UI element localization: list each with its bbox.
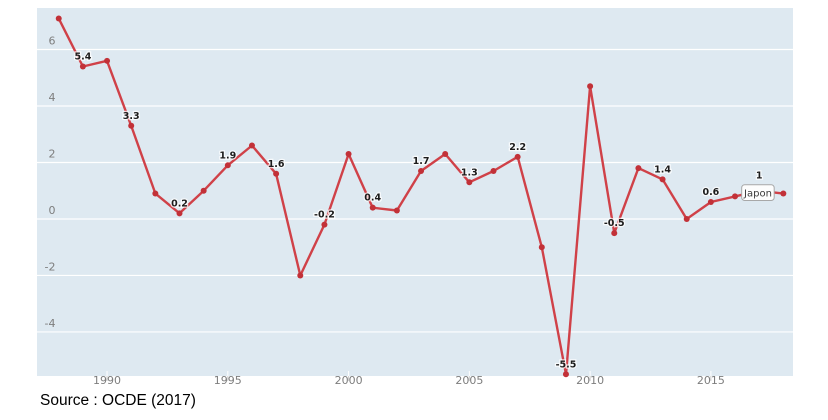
data-point-label: 0.6: [702, 187, 719, 198]
data-point[interactable]: [152, 190, 159, 197]
plot-background: [37, 8, 793, 376]
data-point-label: -0.5: [604, 218, 625, 229]
data-point[interactable]: [128, 122, 135, 129]
data-point[interactable]: [104, 57, 111, 64]
chart-canvas: 6 4 2 0 -2 -4 1990 1995 2000 2005 2010 2015 Japon 5.4…: [37, 8, 793, 387]
data-point-label: 1.7: [413, 156, 430, 167]
data-point[interactable]: [321, 221, 328, 228]
data-point[interactable]: [514, 153, 521, 160]
data-point[interactable]: [611, 230, 618, 237]
data-point[interactable]: [490, 167, 497, 174]
data-point[interactable]: [418, 167, 425, 174]
data-point[interactable]: [442, 151, 449, 158]
data-point-label: 1.3: [461, 167, 478, 178]
y-axis-tick-label: 4: [49, 91, 56, 104]
data-point[interactable]: [369, 204, 376, 211]
series-label: Japon: [743, 189, 772, 200]
y-axis-tick-label: -2: [45, 260, 56, 273]
x-axis-tick-label: 2015: [697, 374, 725, 387]
data-point-label: 3.3: [123, 111, 140, 122]
data-point[interactable]: [538, 244, 545, 251]
data-point-label: -5.5: [556, 359, 577, 370]
data-point[interactable]: [176, 210, 183, 217]
data-point[interactable]: [780, 190, 787, 197]
data-point-label: 2.2: [509, 142, 526, 153]
data-point[interactable]: [200, 187, 207, 194]
data-point[interactable]: [248, 142, 255, 149]
x-axis-tick-label: 2000: [335, 374, 363, 387]
x-axis-tick-label: 1995: [214, 374, 242, 387]
data-point[interactable]: [732, 193, 739, 200]
data-point[interactable]: [683, 215, 690, 222]
data-point-label: 5.4: [74, 51, 91, 62]
data-point[interactable]: [466, 179, 473, 186]
data-point-label: 0.4: [364, 193, 381, 204]
source-caption: Source : OCDE (2017): [40, 392, 196, 409]
x-axis-tick-label: 2010: [576, 374, 604, 387]
y-axis-tick-label: -4: [45, 317, 56, 330]
data-point[interactable]: [393, 207, 400, 214]
data-point[interactable]: [273, 170, 280, 177]
data-point[interactable]: [55, 15, 62, 22]
data-point-label: 1.4: [654, 164, 671, 175]
x-axis-tick-label: 2005: [455, 374, 483, 387]
data-point-label: 0.2: [171, 198, 188, 209]
data-point-label: -0.2: [314, 210, 335, 221]
series-label-box: [741, 184, 775, 202]
y-axis-tick-label: 6: [49, 35, 56, 48]
x-axis-tick-label: 1990: [93, 374, 121, 387]
data-point[interactable]: [587, 83, 594, 90]
data-point[interactable]: [297, 272, 304, 279]
y-axis-tick-label: 0: [49, 204, 56, 217]
data-point[interactable]: [635, 165, 642, 172]
gdp-growth-line-chart: 6 4 2 0 -2 -4 1990 1995 2000 2005 2010 2015 Japon 5.4…: [37, 8, 793, 387]
data-point-label: 1.6: [268, 159, 285, 170]
data-point-label: 1.9: [219, 150, 236, 161]
data-point[interactable]: [224, 162, 231, 169]
y-axis-tick-label: 2: [49, 147, 56, 160]
data-point[interactable]: [562, 371, 569, 378]
data-point-label: 1: [756, 171, 763, 182]
data-point[interactable]: [659, 176, 666, 183]
data-point[interactable]: [79, 63, 86, 70]
data-point[interactable]: [345, 151, 352, 158]
data-point[interactable]: [707, 199, 714, 206]
